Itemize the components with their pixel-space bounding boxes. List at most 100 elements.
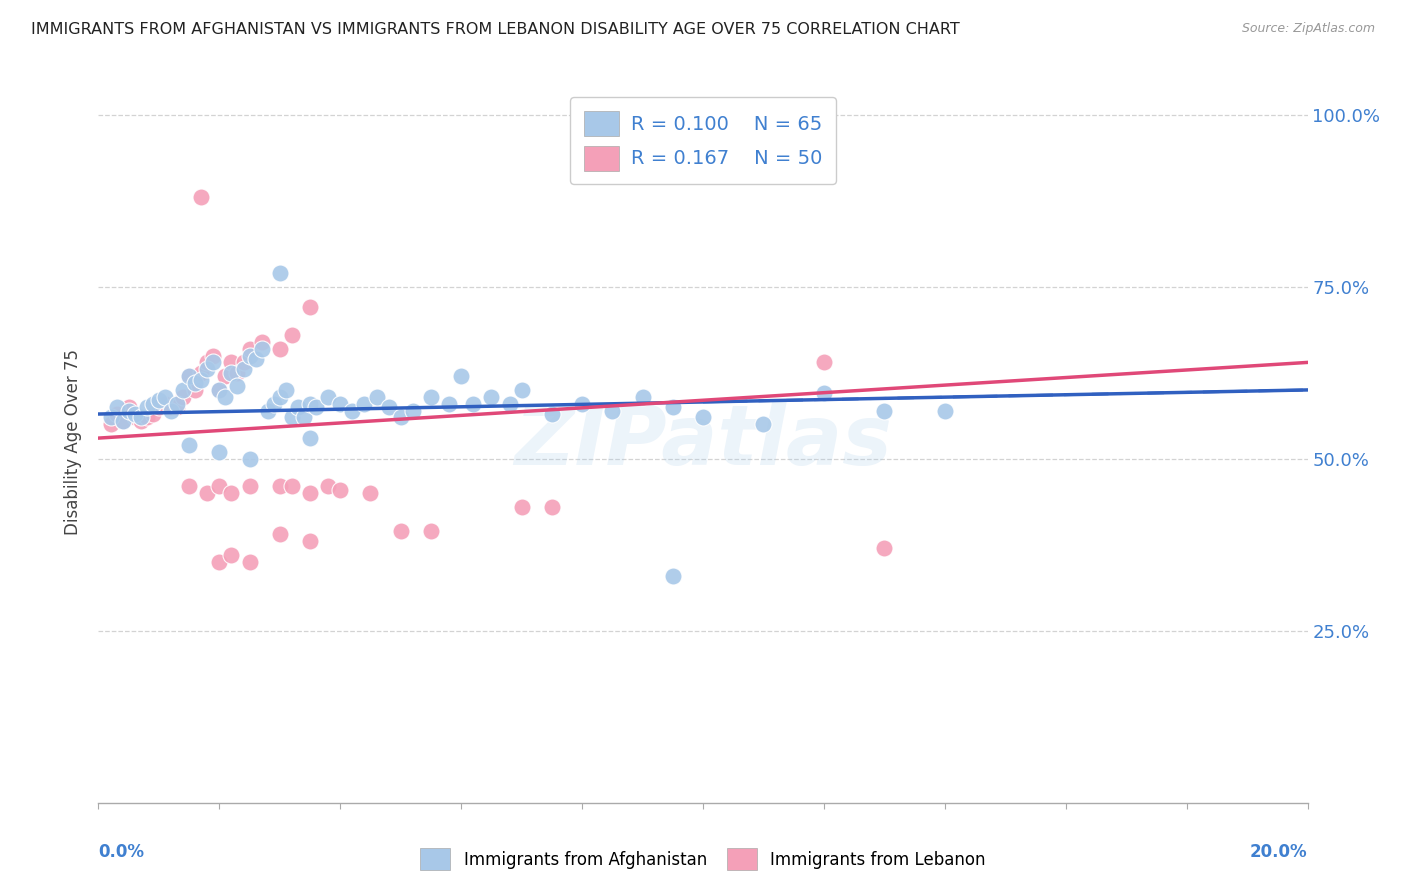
Point [221, 486, 243, 500]
Point [100, 410, 122, 425]
Point [172, 383, 194, 397]
Point [208, 479, 231, 493]
Point [389, 410, 412, 425]
Point [111, 414, 134, 428]
Point [208, 383, 231, 397]
Point [184, 376, 207, 390]
Point [239, 451, 262, 466]
Point [437, 397, 460, 411]
Point [263, 397, 285, 411]
Point [292, 410, 315, 425]
Point [269, 266, 291, 280]
Point [208, 555, 231, 569]
Point [420, 524, 443, 538]
Point [208, 445, 231, 459]
Point [239, 555, 262, 569]
Point [813, 386, 835, 401]
Point [281, 479, 304, 493]
Point [124, 410, 146, 425]
Text: Source: ZipAtlas.com: Source: ZipAtlas.com [1241, 22, 1375, 36]
Point [202, 349, 225, 363]
Point [934, 403, 956, 417]
Y-axis label: Disability Age Over 75: Disability Age Over 75 [65, 349, 83, 534]
Point [299, 397, 322, 411]
Point [329, 483, 352, 497]
Point [226, 366, 249, 380]
Point [571, 397, 593, 411]
Point [208, 383, 231, 397]
Point [135, 410, 157, 425]
Point [105, 407, 128, 421]
Point [239, 349, 262, 363]
Point [299, 431, 322, 445]
Legend: R = 0.100    N = 65, R = 0.167    N = 50: R = 0.100 N = 65, R = 0.167 N = 50 [571, 97, 835, 184]
Point [256, 403, 278, 417]
Point [377, 400, 399, 414]
Point [118, 400, 141, 414]
Point [195, 355, 218, 369]
Point [366, 390, 388, 404]
Point [195, 486, 218, 500]
Point [274, 383, 297, 397]
Point [221, 366, 243, 380]
Point [142, 407, 165, 421]
Point [360, 486, 382, 500]
Point [184, 383, 207, 397]
Point [172, 390, 194, 404]
Point [195, 362, 218, 376]
Point [232, 362, 254, 376]
Point [129, 414, 152, 428]
Point [661, 400, 683, 414]
Point [214, 390, 236, 404]
Point [299, 301, 322, 315]
Text: 20.0%: 20.0% [1250, 843, 1308, 861]
Point [239, 479, 262, 493]
Point [129, 410, 152, 425]
Point [316, 390, 339, 404]
Point [450, 369, 472, 384]
Point [190, 190, 212, 204]
Text: 0.0%: 0.0% [98, 843, 145, 861]
Point [160, 403, 183, 417]
Point [463, 397, 485, 411]
Point [135, 400, 157, 414]
Point [239, 342, 262, 356]
Point [269, 390, 291, 404]
Point [105, 400, 128, 414]
Point [316, 479, 339, 493]
Point [420, 390, 443, 404]
Point [510, 383, 533, 397]
Point [190, 366, 212, 380]
Point [329, 397, 352, 411]
Point [153, 397, 176, 411]
Point [540, 500, 562, 514]
Point [873, 403, 896, 417]
Point [281, 410, 304, 425]
Point [602, 403, 624, 417]
Point [148, 400, 170, 414]
Point [179, 369, 201, 384]
Point [142, 397, 165, 411]
Point [873, 541, 896, 556]
Point [221, 355, 243, 369]
Point [402, 403, 425, 417]
Text: IMMIGRANTS FROM AFGHANISTAN VS IMMIGRANTS FROM LEBANON DISABILITY AGE OVER 75 CO: IMMIGRANTS FROM AFGHANISTAN VS IMMIGRANT… [31, 22, 960, 37]
Point [752, 417, 775, 432]
Point [269, 342, 291, 356]
Point [118, 403, 141, 417]
Point [190, 373, 212, 387]
Legend: Immigrants from Afghanistan, Immigrants from Lebanon: Immigrants from Afghanistan, Immigrants … [413, 842, 993, 877]
Point [692, 410, 714, 425]
Point [100, 417, 122, 432]
Point [160, 400, 183, 414]
Point [353, 397, 375, 411]
Point [111, 414, 134, 428]
Point [214, 369, 236, 384]
Point [153, 390, 176, 404]
Point [269, 527, 291, 541]
Point [221, 548, 243, 562]
Point [179, 479, 201, 493]
Point [389, 524, 412, 538]
Point [299, 486, 322, 500]
Point [305, 400, 328, 414]
